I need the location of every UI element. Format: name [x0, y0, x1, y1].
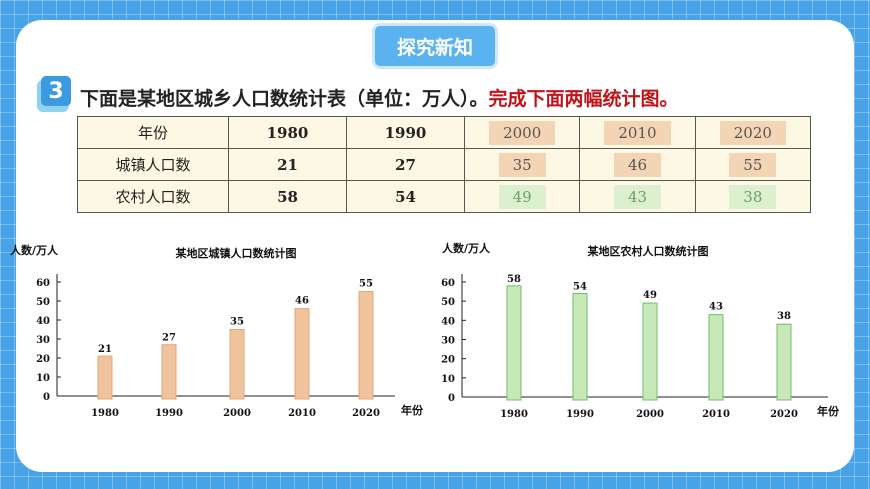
bar-value-label: 54: [573, 282, 587, 293]
table-header-row: 年份 1980 1990 2000 2010 2020: [77, 116, 812, 149]
highlight-cell: 49: [498, 184, 546, 209]
table-row: 农村人口数 58 54 49 43 38: [77, 180, 812, 213]
x-tick-label: 2000: [636, 409, 664, 420]
bar: [642, 302, 658, 401]
y-tick-label: 40: [36, 316, 50, 327]
chart-title: 某地区农村人口数统计图: [587, 244, 709, 258]
population-table: 年份 1980 1990 2000 2010 2020 城镇人口数 21 27 …: [77, 116, 812, 213]
y-axis-label: 人数/万人: [442, 241, 491, 255]
x-tick-label: 2010: [288, 408, 316, 419]
bar-value-label: 35: [230, 317, 244, 328]
table-row: 城镇人口数 21 27 35 46 55: [77, 148, 812, 181]
y-axis-label: 人数/万人: [10, 243, 59, 257]
table-cell: 21: [228, 148, 347, 181]
y-tick-label: 50: [441, 297, 455, 308]
highlight-cell: 35: [498, 152, 546, 177]
x-tick-label: 2010: [702, 409, 730, 420]
bar-value-label: 46: [295, 296, 309, 307]
y-tick-label: 50: [36, 297, 50, 308]
bar-value-label: 55: [359, 279, 373, 290]
y-tick-label: 20: [441, 355, 455, 366]
bar: [572, 293, 588, 401]
bar-value-label: 21: [98, 344, 112, 355]
chart-title: 某地区城镇人口数统计图: [175, 246, 297, 260]
x-axis-label: 年份: [401, 403, 424, 417]
table-header-cell: 年份: [77, 116, 229, 149]
x-tick-label: 1990: [155, 408, 183, 419]
x-tick-label: 2020: [352, 408, 380, 419]
y-tick-label: 10: [441, 374, 455, 385]
table-cell: 43: [579, 180, 696, 213]
x-tick-label: 1990: [566, 409, 594, 420]
y-tick-label: 60: [36, 278, 50, 289]
y-tick-label: 20: [36, 354, 50, 365]
x-axis-label: 年份: [817, 404, 840, 418]
highlight-cell: 43: [613, 184, 662, 209]
bar: [776, 323, 792, 401]
section-title: 探究新知: [375, 26, 495, 66]
y-tick-label: 30: [36, 335, 50, 346]
y-tick-label: 0: [448, 393, 455, 404]
highlight-cell: 46: [613, 152, 662, 177]
row-label: 农村人口数: [77, 180, 229, 213]
question-instruction: 完成下面两幅统计图。: [488, 88, 679, 110]
question-number: 3: [41, 76, 71, 106]
table-cell: 54: [346, 180, 465, 213]
table-cell: 38: [694, 180, 812, 213]
highlight-cell: 2000: [489, 120, 556, 145]
highlight-cell: 2010: [604, 120, 671, 145]
bar: [358, 291, 374, 400]
highlight-cell: 38: [729, 184, 777, 209]
question-text: 下面是某地区城乡人口数统计表（单位：万人）。完成下面两幅统计图。: [80, 84, 679, 111]
table-header-cell: 2000: [463, 116, 581, 149]
table-cell: 49: [463, 180, 581, 213]
bar-value-label: 27: [162, 333, 176, 344]
bar-value-label: 49: [643, 290, 657, 301]
bar: [161, 344, 177, 400]
bar: [294, 308, 310, 400]
question-number-badge: 3: [37, 76, 71, 112]
y-tick-label: 0: [43, 392, 50, 403]
bar: [708, 314, 724, 401]
x-tick-label: 1980: [91, 408, 119, 419]
table-cell: 27: [346, 148, 465, 181]
bar-value-label: 58: [507, 274, 521, 285]
x-tick-label: 2020: [770, 409, 798, 420]
table-header-cell: 2010: [579, 116, 696, 149]
bar-value-label: 38: [777, 311, 791, 322]
y-tick-label: 60: [441, 278, 455, 289]
y-tick-label: 10: [36, 373, 50, 384]
table-cell: 35: [463, 148, 581, 181]
table-cell: 58: [228, 180, 347, 213]
bar-value-label: 43: [709, 302, 723, 313]
y-tick-label: 30: [441, 336, 455, 347]
y-tick-label: 40: [441, 316, 455, 327]
table-header-cell: 2020: [694, 116, 812, 149]
bar: [506, 285, 522, 401]
x-tick-label: 1980: [500, 409, 528, 420]
table-header-cell: 1980: [228, 116, 347, 149]
question-statement: 下面是某地区城乡人口数统计表（单位：万人）。: [80, 88, 489, 110]
highlight-cell: 2020: [719, 120, 786, 145]
table-header-cell: 1990: [346, 116, 465, 149]
bar: [229, 329, 245, 400]
x-tick-label: 2000: [223, 408, 251, 419]
highlight-cell: 55: [729, 152, 777, 177]
bar: [97, 355, 113, 400]
row-label: 城镇人口数: [77, 148, 229, 181]
